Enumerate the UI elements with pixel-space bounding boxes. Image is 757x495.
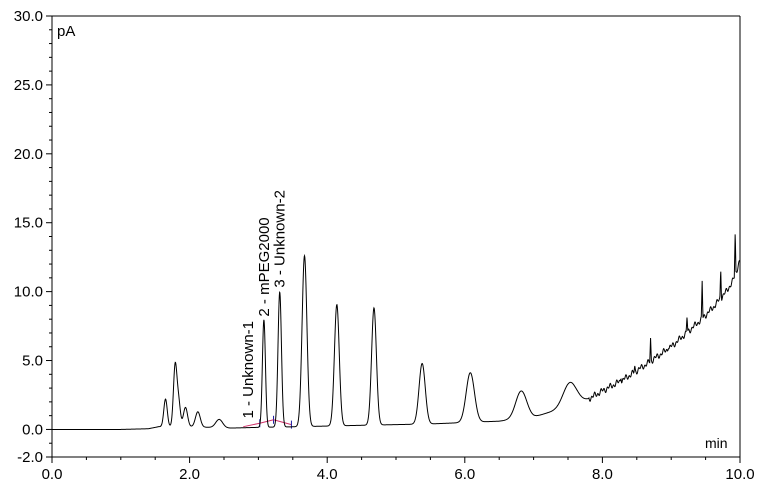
peak-label: 3 - Unknown-2 [272,190,289,288]
x-tick-label: 4.0 [317,466,338,483]
y-tick-label: 30.0 [14,8,43,25]
peak-label: 1 - Unknown-1 [240,321,257,419]
y-tick-label: 15.0 [14,215,43,232]
peak-label: 2 - mPEG2000 [256,217,273,316]
axes [51,15,741,458]
y-tick-label: 10.0 [14,284,43,301]
chromatogram-trace [52,234,741,430]
tick-group: 0.0 2.0 4.0 6.0 8.0 10.0-2.00.05.010.015.020.… [14,8,755,483]
y-axis-label: pA [57,23,75,40]
x-tick-label: 2.0 [179,466,200,483]
x-tick-label: 8.0 [592,466,613,483]
x-axis-label: min [705,435,728,451]
integration-baseline [259,419,274,424]
integration-baseline [243,422,260,428]
y-tick-label: 5.0 [22,353,43,370]
y-tick-label: 25.0 [14,77,43,94]
x-tick-label: 10.0 [725,466,754,483]
y-tick-label: 0.0 [22,421,43,438]
integration-baseline [273,419,292,426]
x-tick-label: 0.0 [42,466,63,483]
y-tick-label: -2.0 [17,449,43,466]
y-tick-label: 20.0 [14,146,43,163]
x-tick-label: 6.0 [454,466,475,483]
